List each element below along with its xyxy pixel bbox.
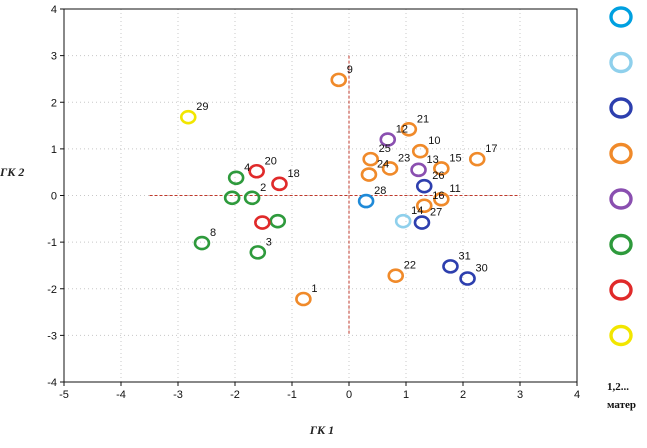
data-point bbox=[362, 151, 379, 167]
data-point bbox=[381, 161, 399, 176]
data-point bbox=[249, 245, 267, 260]
point-label: 4 bbox=[244, 162, 250, 174]
legend-note-2: матер bbox=[607, 399, 636, 411]
data-point bbox=[193, 235, 211, 251]
legend-marker bbox=[609, 97, 633, 119]
x-axis-ticks: -5 -4 -3 -2 -1 0 1 2 3 4 bbox=[59, 382, 580, 401]
point-label: 25 bbox=[379, 143, 391, 155]
data-point bbox=[254, 215, 271, 230]
point-label: 8 bbox=[210, 227, 216, 239]
data-point bbox=[415, 198, 433, 214]
legend-marker bbox=[609, 51, 633, 74]
x-tick-label: -1 bbox=[287, 389, 297, 401]
legend-note: 1,2... bbox=[607, 381, 629, 393]
data-point bbox=[271, 176, 288, 192]
point-label: 16 bbox=[432, 190, 444, 202]
x-tick-label: 0 bbox=[346, 389, 352, 401]
point-label: 11 bbox=[449, 183, 460, 195]
point-label: 27 bbox=[430, 207, 442, 219]
point-label: 22 bbox=[404, 260, 416, 272]
data-point bbox=[400, 121, 418, 137]
point-label: 9 bbox=[347, 64, 353, 76]
y-tick-label: 1 bbox=[51, 144, 57, 156]
x-tick-label: -5 bbox=[59, 389, 69, 401]
reference-lines bbox=[149, 55, 520, 336]
legend-marker bbox=[609, 188, 633, 210]
x-tick-label: -2 bbox=[230, 389, 240, 401]
y-tick-label: 3 bbox=[51, 51, 57, 63]
data-points bbox=[179, 72, 486, 307]
point-label: 30 bbox=[476, 262, 488, 274]
x-tick-label: -3 bbox=[173, 389, 183, 401]
point-label: 18 bbox=[287, 168, 299, 180]
data-point bbox=[179, 109, 197, 125]
legend-marker bbox=[609, 6, 633, 28]
data-point bbox=[227, 170, 245, 186]
data-point bbox=[410, 162, 427, 178]
y-tick-label: -4 bbox=[47, 377, 57, 389]
data-point bbox=[433, 161, 450, 176]
x-axis-title: ГК 1 bbox=[309, 423, 334, 437]
point-label: 2 bbox=[260, 182, 266, 194]
data-point bbox=[360, 167, 378, 182]
point-label: 15 bbox=[449, 152, 461, 164]
y-tick-label: -2 bbox=[47, 284, 57, 296]
legend-marker bbox=[609, 142, 633, 165]
point-label: 14 bbox=[411, 205, 423, 217]
point-label: 26 bbox=[432, 170, 444, 182]
point-label: 1 bbox=[311, 283, 317, 295]
data-point bbox=[387, 268, 405, 283]
legend-marker bbox=[609, 279, 633, 301]
y-axis-title: ГК 2 bbox=[0, 165, 24, 179]
data-point bbox=[379, 132, 397, 147]
x-tick-label: 2 bbox=[460, 389, 466, 401]
y-tick-label: 4 bbox=[51, 4, 57, 16]
y-tick-label: -1 bbox=[47, 237, 57, 249]
point-label: 17 bbox=[485, 143, 497, 155]
point-label: 13 bbox=[427, 154, 439, 166]
point-label: 31 bbox=[458, 250, 470, 262]
point-labels: 1426273130921102523241715111622112134238… bbox=[196, 64, 497, 295]
x-tick-label: 1 bbox=[403, 389, 409, 401]
point-label: 12 bbox=[396, 124, 408, 136]
data-point bbox=[442, 259, 459, 274]
point-label: 24 bbox=[377, 159, 389, 171]
legend bbox=[609, 6, 633, 347]
data-point bbox=[248, 163, 265, 179]
data-point bbox=[413, 215, 431, 230]
data-point bbox=[411, 143, 429, 159]
legend-marker bbox=[609, 324, 633, 347]
point-label: 28 bbox=[374, 185, 386, 197]
data-point bbox=[394, 213, 412, 229]
point-label: 3 bbox=[266, 236, 272, 248]
point-label: 20 bbox=[265, 155, 277, 167]
x-tick-label: -4 bbox=[116, 389, 126, 401]
data-point bbox=[223, 190, 241, 206]
data-point bbox=[433, 191, 450, 207]
y-axis-ticks: -4 -3 -2 -1 0 1 2 3 4 bbox=[47, 4, 64, 389]
y-tick-label: 2 bbox=[51, 97, 57, 109]
legend-marker bbox=[609, 233, 633, 256]
x-tick-label: 4 bbox=[574, 389, 580, 401]
point-label: 10 bbox=[428, 135, 440, 147]
data-point bbox=[468, 151, 486, 167]
point-label: 29 bbox=[196, 101, 208, 113]
x-tick-label: 3 bbox=[517, 389, 523, 401]
data-point bbox=[295, 291, 312, 307]
data-point bbox=[459, 271, 476, 286]
data-point bbox=[415, 178, 433, 194]
point-label: 23 bbox=[398, 152, 410, 164]
data-point bbox=[330, 72, 348, 88]
data-point bbox=[243, 190, 261, 206]
point-label: 21 bbox=[417, 113, 429, 125]
data-point bbox=[269, 213, 287, 229]
data-point bbox=[357, 193, 375, 209]
y-tick-label: -3 bbox=[47, 330, 57, 342]
y-tick-label: 0 bbox=[51, 191, 57, 203]
